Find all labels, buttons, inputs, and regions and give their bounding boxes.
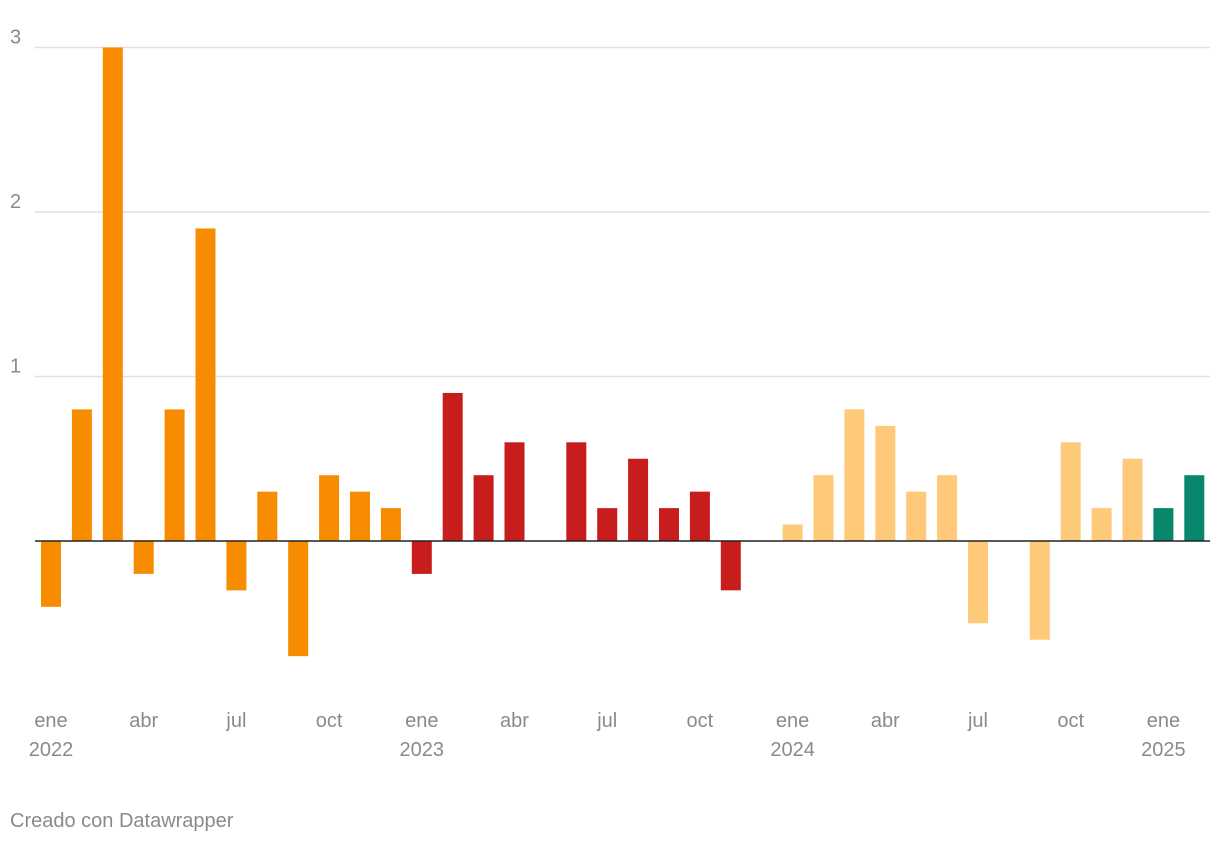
x-tick-month-30: jul xyxy=(967,710,988,732)
bar-2023-01 xyxy=(411,541,432,574)
bar-2024-10 xyxy=(1060,442,1081,541)
bar-2022-08 xyxy=(257,491,278,541)
bar-2022-07 xyxy=(226,541,247,591)
bar-2022-01 xyxy=(41,541,61,607)
bar-2024-09 xyxy=(1029,541,1050,640)
x-tick-month-24: ene xyxy=(776,710,809,732)
bar-2024-01 xyxy=(782,524,803,541)
y-tick-label-2: 2 xyxy=(10,191,21,213)
bar-2023-09 xyxy=(659,508,679,541)
bar-2022-05 xyxy=(164,409,185,541)
x-tick-month-27: abr xyxy=(871,710,900,732)
bar-2023-02 xyxy=(442,392,463,541)
bar-2022-04 xyxy=(133,541,154,574)
bar-2024-03 xyxy=(844,409,865,541)
x-tick-month-6: jul xyxy=(225,710,246,732)
bar-2022-06 xyxy=(195,228,216,541)
bar-2023-11 xyxy=(720,541,741,591)
bar-2024-05 xyxy=(906,491,927,541)
x-tick-year-2024: 2024 xyxy=(770,739,815,761)
x-tick-month-33: oct xyxy=(1057,710,1084,732)
bar-2022-12 xyxy=(380,508,401,541)
credit-text: Creado con Datawrapper xyxy=(10,810,234,832)
bar-2024-02 xyxy=(813,475,834,541)
x-tick-month-36: ene xyxy=(1147,710,1180,732)
bar-2022-02 xyxy=(71,409,92,541)
y-tick-label-3: 3 xyxy=(10,27,21,49)
bar-2022-09 xyxy=(288,541,309,657)
x-tick-year-2023: 2023 xyxy=(400,739,445,761)
bar-2024-12 xyxy=(1122,458,1143,541)
chart-svg: 1 2 3 ene 2022 abr jul oct ene 2023 abr jul oct ene 20… xyxy=(10,27,1210,761)
x-tick-month-12: ene xyxy=(405,710,438,732)
x-tick-month-15: abr xyxy=(500,710,529,732)
bar-2024-07 xyxy=(968,541,988,624)
bar-2023-10 xyxy=(689,491,710,541)
bar-2024-04 xyxy=(875,425,896,541)
bar-2023-07 xyxy=(597,508,618,541)
bar-2025-02 xyxy=(1184,475,1205,541)
x-tick-month-18: jul xyxy=(596,710,617,732)
bar-2023-06 xyxy=(566,442,587,541)
x-tick-month-3: abr xyxy=(129,710,158,732)
bar-2023-03 xyxy=(473,475,494,541)
x-tick-year-2025: 2025 xyxy=(1141,739,1186,761)
x-tick-month-0: ene xyxy=(34,710,67,732)
x-tick-month-9: oct xyxy=(316,710,343,732)
x-tick-month-21: oct xyxy=(687,710,714,732)
y-tick-label-1: 1 xyxy=(10,356,21,378)
bar-2024-11 xyxy=(1091,508,1112,541)
bar-2025-01 xyxy=(1153,508,1174,541)
bar-2022-11 xyxy=(350,491,370,541)
bar-2023-08 xyxy=(628,458,649,541)
bar-2024-06 xyxy=(937,475,958,541)
bar-2023-04 xyxy=(504,442,525,541)
bar-chart: 1 2 3 ene 2022 abr jul oct ene 2023 abr jul oct ene 20… xyxy=(10,27,1210,761)
x-tick-year-2022: 2022 xyxy=(29,739,74,761)
bar-2022-03 xyxy=(102,47,123,541)
bar-2022-10 xyxy=(319,475,340,541)
